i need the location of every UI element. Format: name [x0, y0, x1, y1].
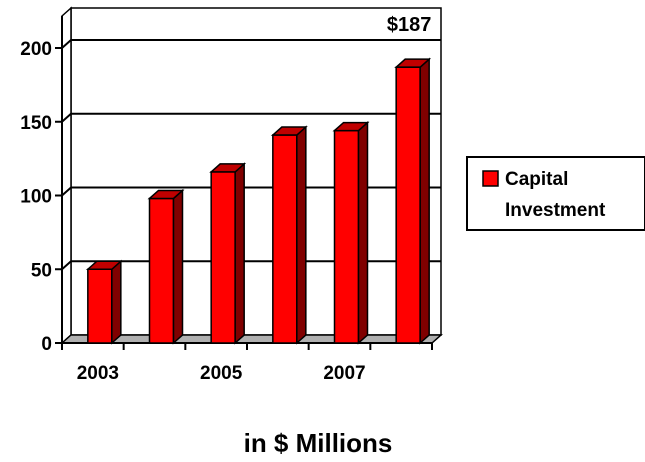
- bar: [332, 120, 370, 345]
- bar-top: [209, 163, 247, 173]
- y-tick-label: 200: [20, 39, 52, 60]
- gridline: [61, 186, 441, 197]
- bar-top: [332, 121, 370, 132]
- back-wall: [70, 7, 442, 336]
- bar-front: [210, 171, 236, 344]
- bar-front: [87, 268, 113, 344]
- bar: [394, 57, 432, 345]
- bar: [147, 188, 185, 345]
- bar: [85, 259, 123, 345]
- bar: [270, 125, 308, 345]
- bar-top: [270, 126, 308, 136]
- gridline: [61, 39, 441, 49]
- bar-side: [357, 120, 369, 345]
- y-tick-label: 0: [41, 334, 52, 355]
- legend-label-line-1: Capital: [505, 169, 568, 190]
- y-tick-label: 100: [20, 187, 52, 208]
- bar-side: [296, 125, 307, 345]
- legend-swatch: [482, 170, 499, 187]
- bar-front: [395, 66, 421, 344]
- bar-front: [272, 134, 298, 344]
- labels: 0 50 100 150 200 2003 2005 2007 $187: [20, 14, 431, 384]
- bar-top: [394, 58, 432, 68]
- bars: [85, 57, 432, 345]
- bar-top: [85, 260, 123, 270]
- bar-front: [148, 197, 175, 344]
- y-tick-label: 50: [31, 260, 52, 281]
- legend: Capital Investment: [466, 156, 645, 231]
- bar-front: [333, 129, 360, 344]
- bar-side: [111, 259, 122, 345]
- legend-box: [466, 156, 645, 231]
- chart-caption: in $ Millions: [244, 428, 393, 458]
- bar-side: [172, 188, 184, 345]
- axes: [55, 16, 433, 350]
- data-label: $187: [387, 14, 432, 36]
- y-tick-label: 150: [20, 113, 52, 134]
- plot-walls: [60, 6, 443, 345]
- x-tick-label: 2003: [77, 363, 119, 384]
- bar-side: [419, 57, 430, 345]
- x-tick-label: 2005: [200, 363, 243, 384]
- bar: [209, 162, 247, 345]
- gridline: [61, 260, 441, 270]
- gridline: [61, 112, 441, 123]
- bar-top: [147, 189, 185, 200]
- bar-side: [234, 162, 245, 345]
- side-wall: [61, 6, 72, 345]
- x-tick-label: 2007: [323, 363, 365, 384]
- legend-label-line-2: Investment: [505, 200, 606, 221]
- gridlines: [61, 39, 441, 270]
